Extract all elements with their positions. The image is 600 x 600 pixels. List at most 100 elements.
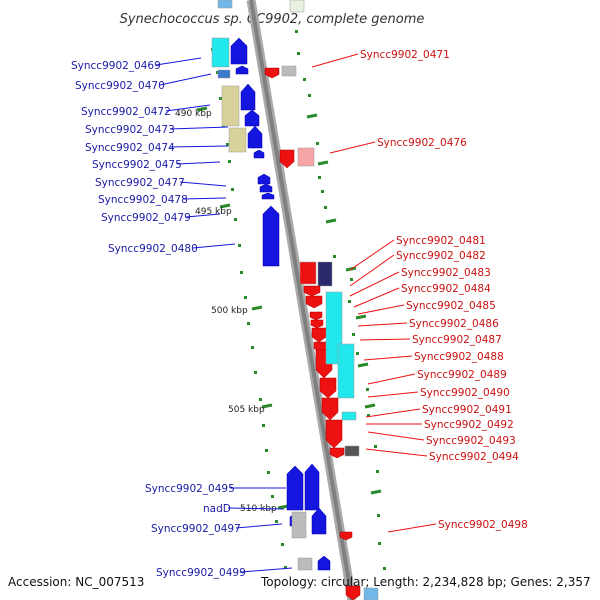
label-leader-lines: [155, 53, 437, 573]
leader-line: [176, 161, 221, 165]
tick-mark-major: [261, 403, 273, 409]
tick-mark: [265, 449, 268, 452]
reverse-gene: [339, 531, 353, 541]
reverse-gene: [319, 377, 337, 399]
forward-gene: [262, 205, 280, 267]
tick-mark: [219, 97, 222, 100]
tick-mark: [303, 78, 306, 81]
topology-text: Topology: circular; Length: 2,234,828 bp…: [260, 575, 591, 589]
reverse-gene: [309, 311, 323, 321]
leader-line: [155, 57, 202, 66]
accession-text: Accession: NC_007513: [8, 575, 144, 589]
tick-mark: [231, 188, 234, 191]
gene-feature-top: [289, 0, 305, 13]
tick-mark: [238, 244, 241, 247]
reverse-gene-label: Syncc9902_0486: [409, 318, 499, 330]
scale-label: 495 kbp: [195, 207, 232, 217]
reverse-gene-label: Syncc9902_0471: [360, 49, 450, 61]
tick-mark: [367, 414, 370, 417]
tick-mark-major: [306, 113, 318, 119]
forward-gene: [244, 109, 260, 127]
reverse-gene-label: Syncc9902_0485: [406, 300, 496, 312]
tick-mark-major: [325, 218, 337, 224]
leader-line: [329, 141, 376, 154]
leader-line: [367, 431, 425, 441]
reverse-gene: [321, 397, 339, 421]
leader-line: [311, 53, 359, 68]
leader-line: [367, 391, 419, 398]
tick-mark-major: [277, 504, 289, 510]
scale-label: 500 kbp: [211, 306, 248, 316]
leader-line: [227, 507, 285, 510]
reverse-gene-label: Syncc9902_0488: [414, 351, 504, 363]
forward-gene-label: Syncc9902_0472: [81, 106, 171, 118]
tick-mark-major: [317, 160, 329, 166]
leader-line: [182, 197, 227, 200]
tick-mark: [281, 543, 284, 546]
reverse-gene-label: Syncc9902_0498: [438, 519, 528, 531]
gene-feature-top: [217, 0, 233, 9]
tick-mark-major: [370, 489, 382, 495]
leader-line: [159, 73, 212, 86]
leader-line: [357, 322, 408, 327]
leader-line: [365, 448, 428, 457]
tick-mark: [308, 94, 311, 97]
tick-mark: [366, 388, 369, 391]
leader-line: [192, 243, 236, 249]
tick-mark: [316, 142, 319, 145]
tick-mark: [383, 567, 386, 570]
leader-line: [179, 181, 227, 187]
tick-mark: [226, 143, 229, 146]
gene-feature-khaki: [221, 85, 240, 127]
reverse-gene-label: Syncc9902_0491: [422, 404, 512, 416]
tick-mark: [228, 160, 231, 163]
reverse-gene: [311, 327, 327, 343]
forward-gene-label: Syncc9902_0480: [108, 243, 198, 255]
tick-mark-major: [251, 305, 263, 311]
leader-line: [165, 104, 211, 112]
leader-line: [169, 126, 229, 130]
leader-line: [363, 355, 413, 361]
forward-gene-label: Syncc9902_0474: [85, 142, 175, 154]
gene-feature-cyan: [337, 343, 355, 399]
reverse-gene: [329, 447, 345, 459]
tick-mark: [324, 206, 327, 209]
tick-mark: [297, 52, 300, 55]
forward-gene: [259, 183, 273, 193]
forward-gene: [311, 507, 327, 535]
gene-feature-cyan: [341, 411, 357, 421]
tick-mark: [267, 471, 270, 474]
forward-gene-label: Syncc9902_0479: [101, 212, 191, 224]
tick-mark: [254, 371, 257, 374]
tick-mark: [234, 218, 237, 221]
tick-mark: [251, 346, 254, 349]
reverse-gene: [325, 419, 343, 449]
genome-backbone: [249, 0, 354, 600]
reverse-gene: [305, 295, 323, 309]
reverse-gene-label: Syncc9902_0490: [420, 387, 510, 399]
forward-gene-label: Syncc9902_0497: [151, 523, 241, 535]
gene-labels: Syncc9902_0469 Syncc9902_0470 Syncc9902_04…: [71, 49, 528, 579]
leader-line: [365, 408, 421, 418]
gene-feature-gray: [297, 557, 313, 571]
tick-mark: [376, 470, 379, 473]
gene-feature-navy: [317, 261, 333, 287]
leader-line: [240, 567, 293, 573]
tick-mark: [377, 514, 380, 517]
tick-mark: [318, 176, 321, 179]
forward-gene: [230, 37, 248, 65]
reverse-gene-label: Syncc9902_0481: [396, 235, 486, 247]
reverse-gene: [279, 149, 295, 169]
leader-line: [169, 145, 229, 148]
forward-gene: [247, 125, 263, 149]
gene-feature: [363, 587, 379, 600]
reverse-gene: [310, 319, 324, 329]
tick-mark-major: [219, 203, 231, 209]
reverse-gene-label: Syncc9902_0476: [377, 137, 467, 149]
leader-line: [349, 254, 395, 287]
tick-mark: [333, 255, 336, 258]
leader-line: [367, 373, 416, 385]
forward-gene: [304, 463, 320, 511]
